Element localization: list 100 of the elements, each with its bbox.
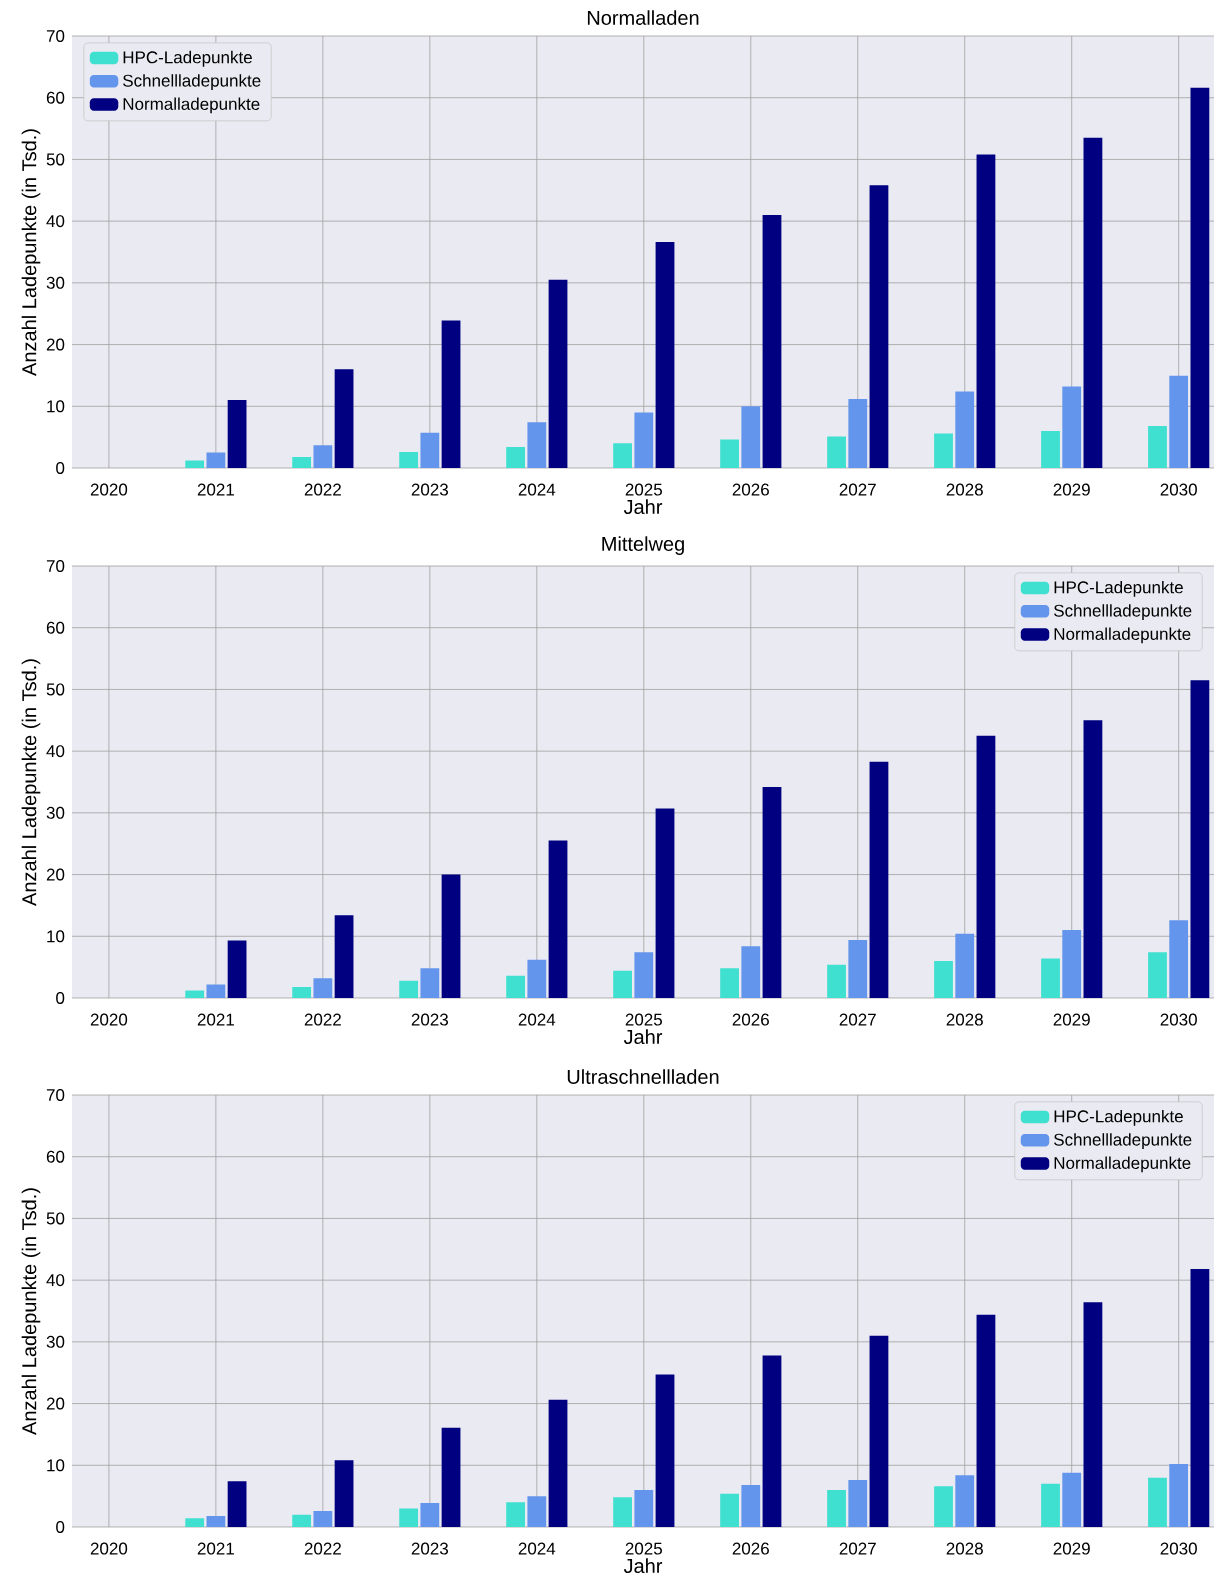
bar [420, 968, 440, 998]
bar [634, 952, 654, 998]
bar [420, 1502, 440, 1527]
bar [292, 1514, 312, 1527]
bar [613, 443, 632, 468]
x-axis-title: Jahr [623, 1558, 663, 1574]
bar [334, 369, 354, 468]
bar [1083, 1302, 1103, 1527]
y-tick-label: 10 [47, 1459, 65, 1472]
bar [976, 1314, 996, 1527]
bar [827, 1489, 846, 1527]
y-tick-label: 40 [46, 1274, 65, 1287]
y-tick-label: 10 [47, 930, 65, 943]
x-tick-label: 2021 [197, 1542, 234, 1555]
bar [634, 1489, 654, 1527]
x-tick-label: 2029 [1053, 483, 1090, 496]
bar [976, 154, 996, 468]
chart-title: Normalladen [587, 10, 699, 25]
x-tick-label: 2020 [90, 1013, 128, 1026]
bar [741, 406, 761, 468]
bar [506, 447, 526, 468]
y-axis-title: Anzahl Ladepunkte (in Tsd.) [21, 129, 41, 376]
bar [955, 391, 975, 468]
chart-title: Ultraschnellladen [567, 1069, 719, 1084]
bar [1062, 1472, 1082, 1527]
bar [185, 460, 205, 468]
bar [527, 1496, 547, 1527]
bar [206, 1515, 226, 1527]
bar [869, 185, 889, 468]
bar [506, 1502, 526, 1527]
y-tick-label: 30 [46, 1335, 65, 1348]
y-tick-label: 20 [46, 338, 65, 351]
bar [185, 990, 205, 998]
legend-label: HPC-Ladepunkte [123, 50, 252, 67]
bar [955, 1475, 975, 1527]
x-tick-label: 2027 [839, 483, 876, 496]
y-tick-label: 50 [46, 1212, 65, 1225]
bar [1190, 1269, 1210, 1527]
x-tick-label: 2024 [518, 1542, 556, 1555]
bar [548, 279, 568, 468]
chart-title: Mittelweg [602, 536, 684, 555]
bar [762, 214, 782, 468]
bar [334, 915, 354, 998]
y-tick-label: 30 [46, 276, 65, 289]
x-tick-label: 2022 [304, 1542, 341, 1555]
bar [506, 975, 526, 998]
bar [292, 986, 312, 998]
bar [1190, 680, 1210, 998]
bar [741, 946, 761, 998]
y-tick-label: 0 [56, 461, 65, 474]
y-tick-label: 60 [46, 91, 65, 104]
bar [227, 400, 247, 468]
bar [527, 422, 547, 468]
y-tick-label: 50 [46, 683, 65, 696]
x-tick-label: 2029 [1053, 1013, 1090, 1026]
x-tick-label: 2024 [518, 1013, 556, 1026]
y-axis-title: Anzahl Ladepunkte (in Tsd.) [21, 1188, 41, 1435]
bar [720, 968, 739, 998]
bar [292, 456, 312, 468]
bar [741, 1485, 761, 1527]
bar [1083, 720, 1103, 998]
y-tick-label: 60 [46, 1150, 65, 1163]
y-tick-label: 70 [46, 560, 65, 573]
x-tick-label: 2026 [732, 1013, 769, 1026]
y-tick-label: 40 [46, 215, 65, 228]
bar [934, 433, 953, 468]
x-tick-label: 2020 [90, 483, 128, 496]
bar [655, 242, 675, 468]
x-tick-label: 2030 [1160, 483, 1197, 496]
bar [848, 398, 868, 468]
bar [185, 1518, 205, 1527]
x-tick-label: 2025 [625, 483, 662, 496]
x-axis-title: Jahr [623, 1029, 663, 1045]
bar [399, 1508, 419, 1527]
bar [313, 445, 333, 468]
bar [762, 786, 782, 998]
x-tick-label: 2028 [946, 483, 983, 496]
y-tick-label: 40 [46, 745, 65, 758]
bar [634, 412, 654, 468]
bar [827, 964, 846, 998]
bar [399, 451, 419, 468]
y-tick-label: 70 [46, 30, 65, 43]
y-tick-label: 20 [46, 868, 65, 881]
bar [655, 1374, 675, 1527]
bar [762, 1355, 782, 1527]
x-tick-label: 2020 [90, 1542, 128, 1555]
bar [441, 1427, 461, 1527]
x-tick-label: 2022 [304, 1013, 341, 1026]
x-axis-title: Jahr [623, 499, 663, 515]
legend-label: Normalladepunkte [1054, 627, 1191, 644]
y-tick-label: 0 [56, 991, 65, 1004]
bar [1169, 1464, 1189, 1527]
bar [1041, 1483, 1060, 1527]
bar [399, 980, 419, 998]
x-tick-label: 2021 [197, 483, 234, 496]
bar [827, 436, 846, 468]
x-tick-label: 2025 [625, 1542, 662, 1555]
bar [934, 960, 953, 998]
x-tick-label: 2025 [625, 1013, 662, 1026]
bar [1148, 426, 1167, 468]
